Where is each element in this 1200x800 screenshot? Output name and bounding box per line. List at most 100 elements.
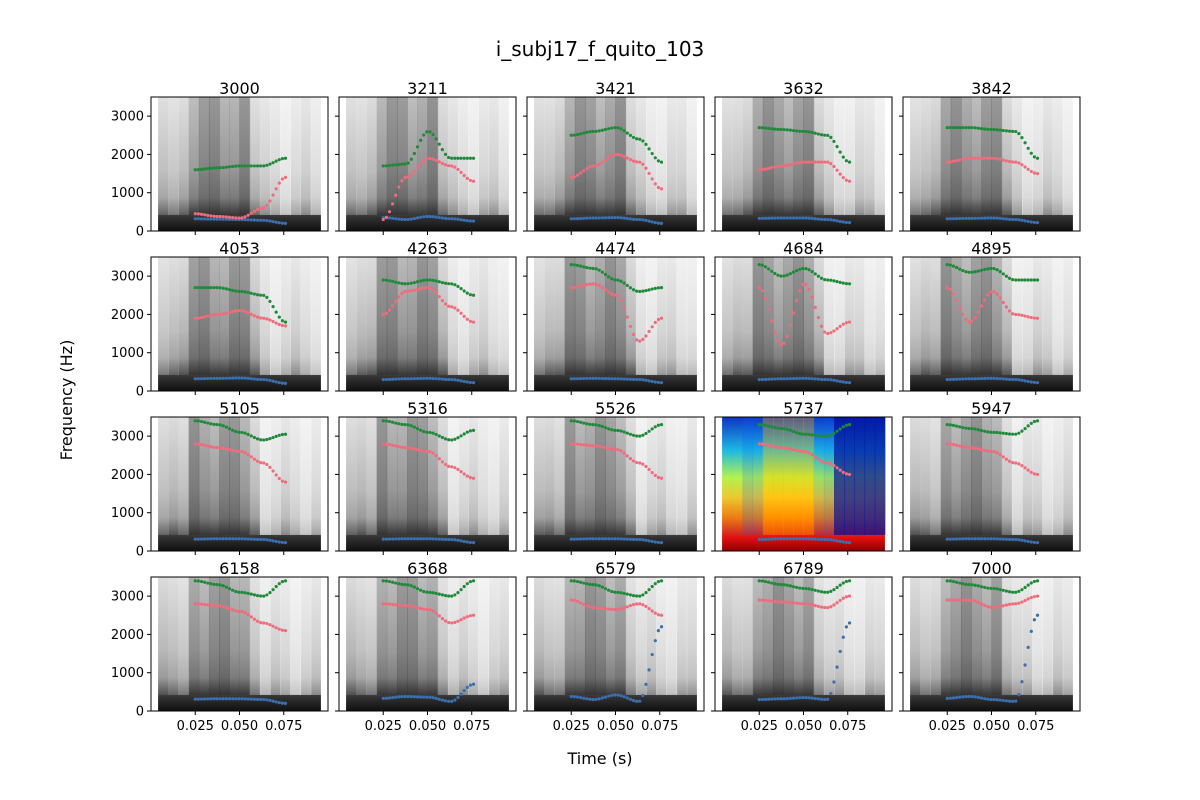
f3-point [265,163,269,167]
f2-point [447,620,451,625]
spectrogram-frame [844,97,855,215]
x-tick-label: 0.025 [741,719,778,734]
f2-point [215,312,219,317]
f1-point [265,218,269,223]
f3-point [776,273,780,277]
f2-point [437,614,441,618]
f3-point [1020,588,1024,592]
f1-point [274,539,278,544]
spectrogram-frame [762,577,774,695]
spectrogram-frame [356,417,367,535]
f3-point [425,278,429,282]
spectrogram-frame [1001,417,1013,535]
f3-point [647,147,651,151]
f2-point [231,310,235,314]
f1-point [810,377,814,381]
f3-point [252,435,256,440]
f1-point [951,537,956,541]
f1-point [206,217,210,221]
f1-point [967,377,971,381]
f2-point [992,605,996,610]
f3-point [970,270,974,274]
spectrogram-frame [488,577,500,695]
f3-point [585,130,589,134]
f2-point [394,193,398,197]
f1-point [945,217,949,221]
f3-point [810,270,814,274]
f1-point [804,537,808,541]
f3-point [262,164,266,168]
spectrogram-frame [910,577,921,695]
f1-point [406,217,410,222]
f1-point [453,217,457,221]
f3-point [973,427,977,431]
f1-point [443,377,448,381]
f1-point [196,697,200,701]
f2-point [406,604,410,608]
spectrogram-frame [920,97,931,215]
f1-point [218,537,222,541]
f3-point [1035,579,1040,583]
f1-point [569,537,573,541]
f1-point [622,216,626,220]
f1-point [193,537,197,541]
f3-point [209,166,213,170]
f1-point [954,696,959,700]
f3-point [447,155,451,160]
f2-point [832,603,836,607]
f1-point [641,218,645,222]
f2-point [1032,316,1037,320]
spectrogram-frame [437,257,449,375]
spectrogram-frame [950,577,962,695]
spectrogram-frame [920,257,931,375]
f2-point [625,454,629,458]
f1-point [249,537,253,541]
f2-point [983,298,987,302]
f1-point [813,217,817,221]
f1-point [578,537,583,541]
f3-point [644,431,648,436]
f2-point [578,601,583,605]
f1-point [280,701,285,705]
f2-point [610,607,614,611]
spectrogram-frame [366,577,378,695]
f1-point [384,537,388,541]
f3-point [954,265,959,270]
f2-point [434,291,438,295]
f1-point [998,216,1002,221]
f3-point [265,593,269,597]
f2-point [603,446,608,450]
f2-point [243,451,247,455]
spectrogram-frame [813,577,825,695]
spectrogram-frame [950,417,962,535]
f3-point [409,281,413,285]
f3-point [964,582,968,586]
f3-point [422,429,426,434]
subplot: 4684 [711,239,893,395]
f2-point [252,457,256,461]
f1-point [259,697,263,702]
f2-point [246,613,250,617]
spectrogram-frame [478,577,490,695]
f1-point [613,693,617,697]
f2-point [268,465,272,469]
f2-point [252,314,256,318]
f3-point [412,151,416,156]
f2-point [810,603,814,607]
f3-point [838,150,842,154]
f3-point [970,427,974,431]
f1-point [1007,217,1012,221]
f2-point [384,311,388,315]
f1-point [1032,618,1037,622]
f2-point [588,443,592,448]
f3-point [613,278,617,282]
spectrogram-frame [386,97,398,215]
f1-point [196,217,200,221]
f3-point [1029,278,1033,282]
f1-point [231,537,235,541]
f3-point [989,127,993,132]
f1-point [782,537,786,541]
f2-point [951,442,956,447]
f2-point [1032,171,1037,175]
f1-point [757,216,761,220]
